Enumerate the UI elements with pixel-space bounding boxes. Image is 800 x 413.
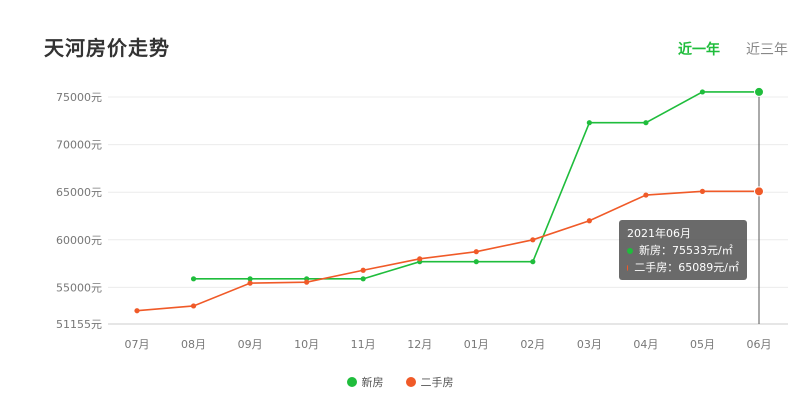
tab-three-years[interactable]: 近三年 bbox=[746, 42, 788, 58]
data-point bbox=[530, 259, 536, 265]
legend-item-new[interactable]: 新房 bbox=[346, 374, 384, 390]
series-line-1 bbox=[136, 190, 759, 312]
data-point bbox=[699, 188, 706, 194]
tooltip-row-second: 二手房：65089元/㎡ bbox=[627, 259, 739, 276]
chart-tooltip: 2021年06月 新房：75533元/㎡ 二手房：65089元/㎡ bbox=[619, 220, 747, 280]
data-point bbox=[190, 303, 197, 309]
x-tick-label: 05月 bbox=[690, 338, 715, 351]
range-tabs: 近一年 近三年 bbox=[652, 40, 788, 60]
y-tick-label: 65000元 bbox=[56, 186, 102, 199]
x-tick-label: 02月 bbox=[520, 338, 545, 351]
data-point bbox=[304, 279, 310, 285]
tooltip-title: 2021年06月 bbox=[627, 227, 691, 240]
page-title: 天河房价走势 bbox=[44, 36, 170, 60]
x-tick-label: 07月 bbox=[125, 338, 150, 351]
tooltip-new-dot bbox=[627, 247, 633, 254]
data-point bbox=[473, 249, 479, 255]
data-point bbox=[360, 267, 366, 273]
data-point bbox=[134, 308, 140, 314]
data-point bbox=[754, 86, 764, 97]
x-tick-label: 03月 bbox=[577, 338, 602, 351]
tooltip-second-text: 二手房：65089元/㎡ bbox=[634, 261, 739, 274]
legend-second-dot bbox=[405, 377, 416, 387]
tooltip-second-dot bbox=[627, 264, 629, 271]
x-tick-label: 01月 bbox=[464, 338, 489, 351]
data-point bbox=[417, 256, 423, 262]
x-tick-label: 09月 bbox=[238, 338, 263, 351]
y-tick-label: 70000元 bbox=[56, 139, 102, 152]
data-point bbox=[586, 218, 592, 224]
data-point bbox=[247, 280, 253, 286]
x-tick-label: 12月 bbox=[407, 338, 432, 351]
x-tick-label: 04月 bbox=[633, 338, 658, 351]
data-point bbox=[699, 89, 706, 95]
legend-new-label: 新房 bbox=[361, 376, 384, 389]
y-tick-label: 60000元 bbox=[56, 234, 102, 247]
data-point bbox=[190, 276, 197, 282]
data-point bbox=[643, 120, 649, 126]
data-point bbox=[473, 259, 479, 265]
x-tick-label: 08月 bbox=[181, 338, 206, 351]
tooltip-new-text: 新房：75533元/㎡ bbox=[639, 244, 733, 257]
data-point bbox=[247, 276, 253, 282]
data-point bbox=[586, 120, 592, 126]
y-tick-label: 51155元 bbox=[56, 318, 102, 331]
x-tick-label: 10月 bbox=[294, 338, 319, 351]
y-tick-label: 75000元 bbox=[56, 91, 102, 104]
chart-legend: 新房 二手房 bbox=[0, 374, 800, 390]
data-point bbox=[643, 192, 649, 198]
x-tick-label: 11月 bbox=[351, 338, 376, 351]
data-point bbox=[530, 237, 536, 243]
legend-new-dot bbox=[346, 377, 357, 387]
data-point bbox=[360, 276, 366, 282]
x-tick-label: 06月 bbox=[747, 338, 772, 351]
tooltip-row-new: 新房：75533元/㎡ bbox=[627, 242, 739, 259]
legend-item-second[interactable]: 二手房 bbox=[405, 374, 454, 390]
legend-second-label: 二手房 bbox=[420, 376, 454, 389]
data-point bbox=[754, 186, 764, 197]
y-tick-label: 55000元 bbox=[56, 281, 102, 294]
tab-one-year[interactable]: 近一年 bbox=[678, 42, 720, 58]
